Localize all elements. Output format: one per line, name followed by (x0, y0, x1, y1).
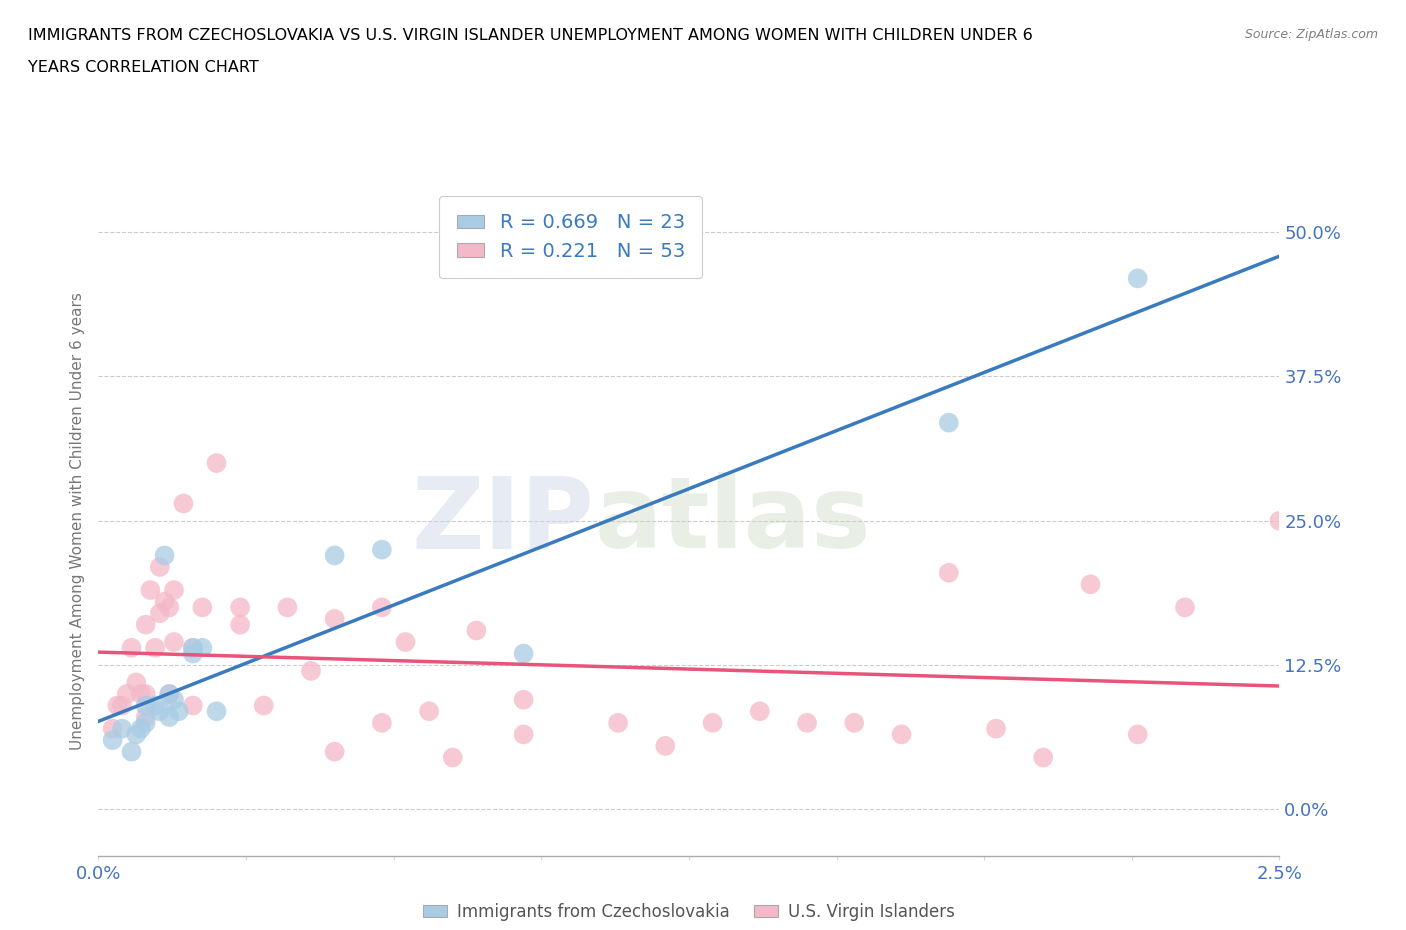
Point (1174, 600, 1197, 615)
Point (163, 634, 186, 649)
Point (163, 692, 186, 707)
Point (394, 634, 416, 649)
Point (748, 704, 770, 719)
Point (441, 750, 464, 764)
Point (938, 415, 960, 430)
Point (702, 715, 724, 730)
Point (111, 721, 134, 736)
Point (135, 698, 157, 713)
Point (181, 641, 204, 656)
Point (157, 600, 180, 615)
Point (1032, 750, 1054, 764)
Point (125, 727, 148, 742)
Point (163, 582, 186, 597)
Point (129, 721, 152, 736)
Point (111, 698, 134, 713)
Point (465, 623, 488, 638)
Point (229, 618, 252, 632)
Point (371, 542, 394, 557)
Point (129, 686, 152, 701)
Point (143, 641, 166, 656)
Point (205, 456, 228, 471)
Point (153, 548, 176, 563)
Text: atlas: atlas (595, 472, 872, 569)
Point (229, 600, 252, 615)
Point (512, 646, 534, 661)
Point (135, 618, 157, 632)
Point (157, 710, 180, 724)
Point (153, 594, 176, 609)
Point (121, 641, 143, 656)
Point (167, 704, 190, 719)
Point (157, 686, 180, 701)
Point (418, 704, 440, 719)
Text: ZIP: ZIP (412, 472, 595, 569)
Point (149, 704, 172, 719)
Point (181, 646, 204, 661)
Point (323, 612, 346, 627)
Text: IMMIGRANTS FROM CZECHOSLOVAKIA VS U.S. VIRGIN ISLANDER UNEMPLOYMENT AMONG WOMEN : IMMIGRANTS FROM CZECHOSLOVAKIA VS U.S. V… (28, 28, 1033, 43)
Point (607, 715, 630, 730)
Point (512, 692, 534, 707)
Point (101, 733, 124, 748)
Point (135, 686, 157, 701)
Point (181, 641, 204, 656)
Point (101, 721, 124, 736)
Point (276, 600, 298, 615)
Point (172, 496, 194, 511)
Point (121, 744, 143, 759)
Point (181, 698, 204, 713)
Point (125, 675, 148, 690)
Point (135, 710, 157, 724)
Point (938, 565, 960, 580)
Point (1126, 727, 1149, 742)
Point (139, 582, 162, 597)
Point (984, 721, 1007, 736)
Point (299, 663, 322, 678)
Point (135, 715, 157, 730)
Text: Source: ZipAtlas.com: Source: ZipAtlas.com (1244, 28, 1378, 41)
Point (844, 715, 866, 730)
Point (323, 744, 346, 759)
Point (796, 715, 818, 730)
Point (371, 600, 394, 615)
Point (105, 698, 128, 713)
Point (1268, 513, 1291, 528)
Point (191, 641, 214, 656)
Y-axis label: Unemployment Among Women with Children Under 6 years: Unemployment Among Women with Children U… (69, 292, 84, 750)
Text: YEARS CORRELATION CHART: YEARS CORRELATION CHART (28, 60, 259, 75)
Point (654, 738, 676, 753)
Point (253, 698, 276, 713)
Point (143, 698, 166, 713)
Point (512, 727, 534, 742)
Legend: Immigrants from Czechoslovakia, U.S. Virgin Islanders: Immigrants from Czechoslovakia, U.S. Vir… (416, 897, 962, 927)
Point (149, 605, 172, 620)
Point (371, 715, 394, 730)
Point (191, 600, 214, 615)
Point (157, 686, 180, 701)
Point (1126, 271, 1149, 286)
Point (890, 727, 912, 742)
Point (323, 548, 346, 563)
Point (149, 560, 172, 575)
Point (1080, 577, 1102, 591)
Point (115, 686, 138, 701)
Point (205, 704, 228, 719)
